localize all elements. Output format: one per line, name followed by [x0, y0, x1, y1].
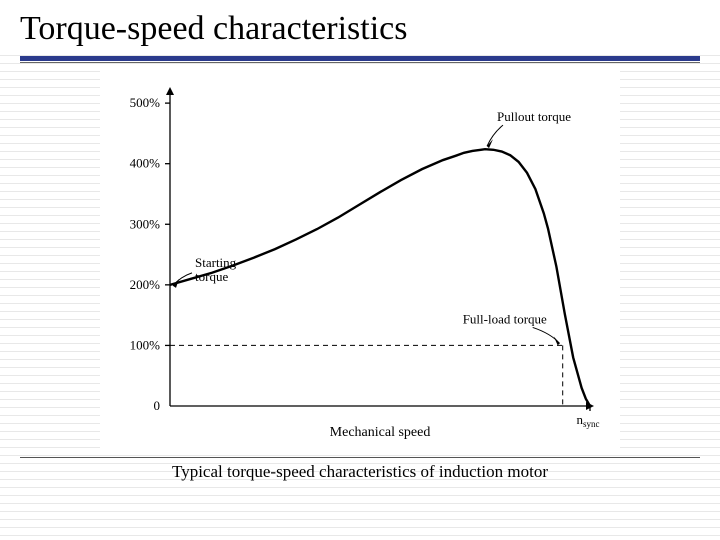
svg-text:nsync: nsync	[577, 412, 600, 429]
svg-text:400%: 400%	[130, 156, 161, 171]
figure-caption: Typical torque-speed characteristics of …	[0, 458, 720, 482]
svg-text:200%: 200%	[130, 277, 161, 292]
slide-title: Torque-speed characteristics	[0, 0, 720, 54]
title-underline-thick	[20, 56, 700, 61]
torque-speed-chart: 0 100% 200% 300% 400% 500% nsync Mechanical spe…	[100, 71, 620, 451]
svg-text:Starting: Starting	[195, 255, 237, 270]
svg-text:500%: 500%	[130, 95, 161, 110]
svg-text:0: 0	[154, 398, 161, 413]
svg-text:Full-load torque: Full-load torque	[463, 311, 547, 326]
title-underline-thin	[20, 62, 700, 63]
svg-text:300%: 300%	[130, 216, 161, 231]
svg-text:Pullout torque: Pullout torque	[497, 109, 571, 124]
svg-text:100%: 100%	[130, 337, 161, 352]
svg-text:Mechanical speed: Mechanical speed	[330, 425, 431, 440]
svg-text:torque: torque	[195, 269, 228, 284]
